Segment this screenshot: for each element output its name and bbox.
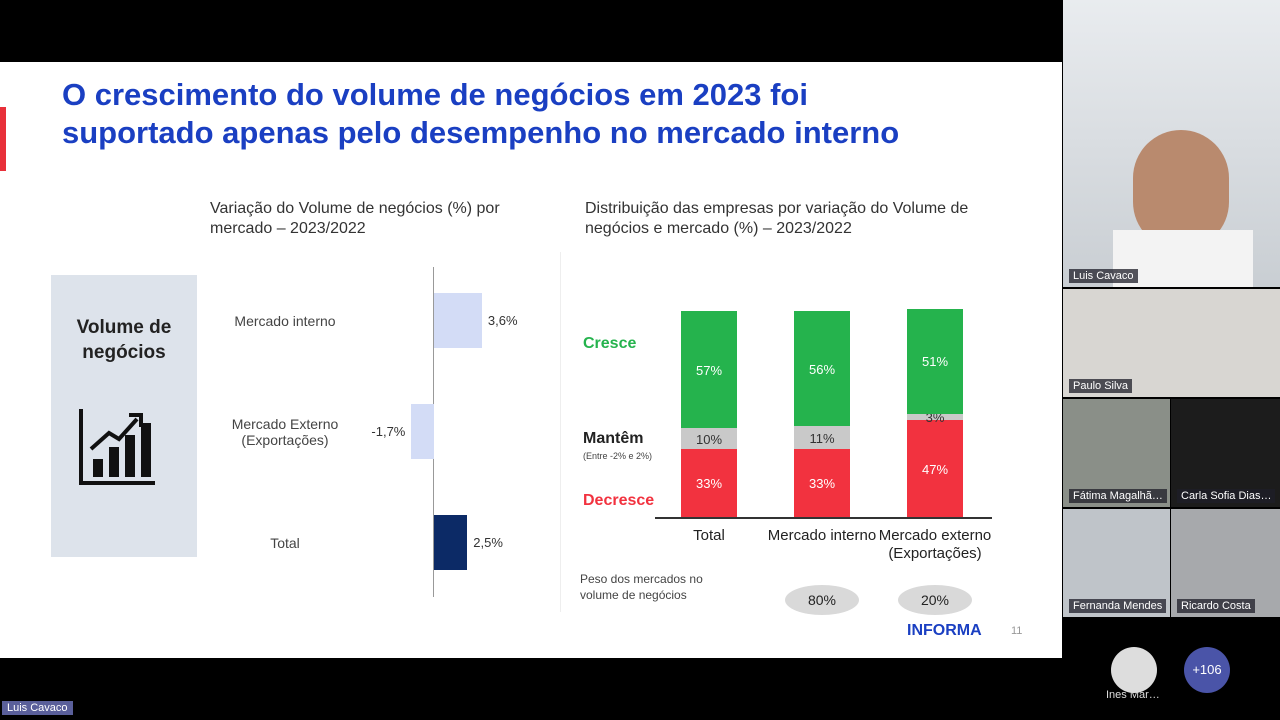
participant-name: Paulo Silva [1069, 379, 1133, 393]
left-chart-title: Variação do Volume de negócios (%) por m… [210, 200, 500, 237]
bar-segment [794, 311, 850, 427]
participant-name: Ricardo Costa [1177, 599, 1255, 613]
value-label: 57% [695, 362, 723, 378]
bar [411, 404, 434, 459]
series-label: Mantêm [583, 430, 644, 447]
avatar-name: Ines Mar… [1106, 689, 1160, 701]
page-number: 11 [1011, 625, 1023, 637]
value-label: 11% [809, 430, 835, 446]
value-label: 56% [808, 361, 836, 377]
logo: INFORMA [907, 622, 982, 639]
bar-segment [681, 449, 737, 517]
category-label: Total [270, 535, 300, 551]
category-label: Mercado externo (Exportações) [878, 527, 992, 562]
avatar[interactable] [1111, 647, 1157, 693]
series-label: Decresce [583, 492, 655, 509]
video-tile [1063, 0, 1280, 287]
value-label: 3,6% [487, 313, 518, 328]
value-label: 2,5% [473, 535, 503, 550]
divider [560, 252, 561, 612]
baseline [655, 517, 992, 519]
participant-name: Fernanda Mendes [1069, 599, 1167, 613]
side-label: Volume de negócios [76, 317, 172, 363]
category-label: Mercado interno [767, 527, 877, 544]
bar-segment [681, 311, 737, 429]
value-label: 33% [695, 476, 723, 491]
bar-segment [794, 449, 850, 517]
slide-title: O crescimento do volume de negócios em 2… [62, 77, 900, 150]
weight-bubble: 20% [898, 585, 972, 615]
series-label: Cresce [583, 335, 637, 352]
value-label: 10% [695, 431, 723, 447]
participant-name: Luis Cavaco [1069, 269, 1138, 283]
bar [434, 515, 468, 570]
side-box: Volume de negócios [51, 275, 197, 557]
right-chart-title: Distribuição das empresas por variação d… [585, 200, 969, 237]
weight-label: 20% [920, 592, 950, 608]
presenter-label: Luis Cavaco [2, 701, 73, 715]
bar-segment [907, 414, 963, 421]
weight-label: 80% [807, 592, 837, 608]
bar [434, 293, 482, 348]
more-participants[interactable]: +106 [1184, 647, 1230, 693]
bar-segment [907, 420, 963, 517]
bar-segment [681, 428, 737, 449]
series-note: (Entre -2% e 2%) [583, 451, 653, 461]
participant-name: Fátima Magalhã… [1069, 489, 1167, 503]
category-label: Total [693, 527, 725, 544]
participant-name: Carla Sofia Dias… [1177, 489, 1276, 503]
value-label: 47% [921, 461, 949, 477]
category-label: Mercado Externo (Exportações) [231, 416, 339, 448]
growth-icon [79, 409, 155, 485]
bar-segment [907, 308, 963, 414]
weights-label: Peso dos mercados no volume de negócios [580, 572, 703, 602]
category-label: Mercado interno [234, 313, 336, 329]
bar-segment [794, 426, 850, 450]
slide: O crescimento do volume de negócios em 2… [0, 62, 1062, 658]
value-label: -1,7% [371, 424, 406, 439]
value-label: 51% [921, 354, 949, 370]
weight-bubble: 80% [785, 585, 859, 615]
value-label: 33% [808, 476, 836, 491]
red-tab [0, 107, 6, 171]
